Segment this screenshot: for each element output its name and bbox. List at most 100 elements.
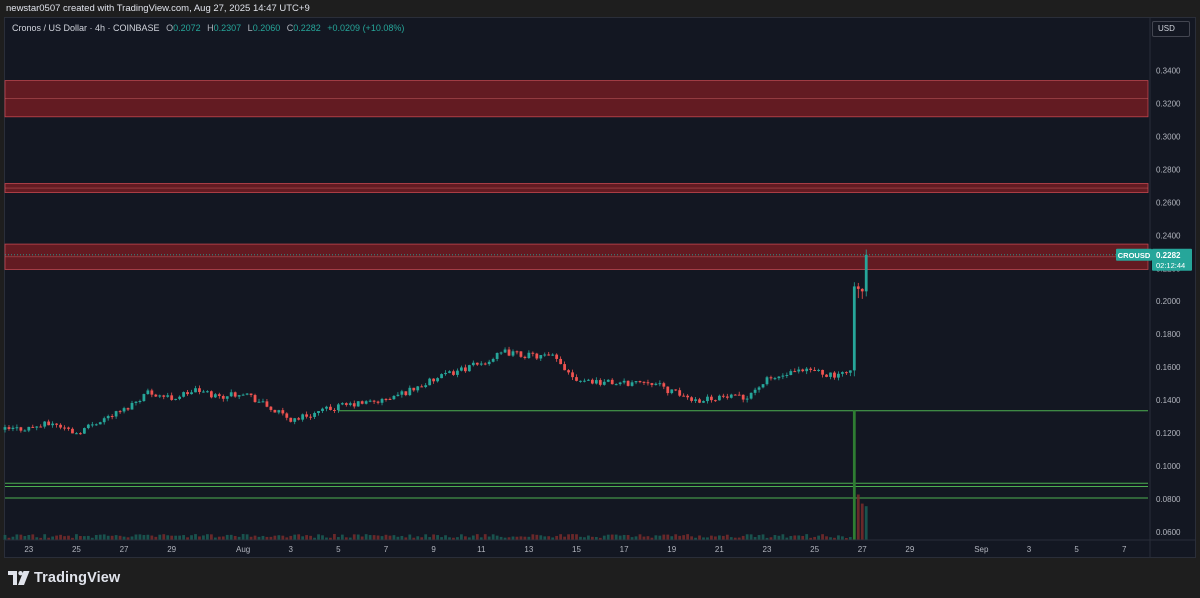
volume-bar [146, 534, 150, 540]
volume-bar [174, 535, 178, 540]
x-tick-label: 23 [763, 545, 772, 554]
volume-bar [388, 535, 392, 540]
candle-body [749, 392, 753, 399]
tradingview-logo-text: TradingView [34, 570, 121, 586]
volume-bar [420, 537, 424, 540]
candle-body [325, 406, 328, 409]
candle-body [67, 427, 70, 429]
candle-body [511, 351, 515, 356]
volume-bar [277, 535, 281, 540]
y-tick-label: 0.1200 [1156, 429, 1181, 438]
candle-body [452, 371, 455, 375]
volume-bar [714, 536, 717, 540]
volume-bar [317, 534, 320, 540]
candle-body [126, 408, 130, 410]
candle-body [805, 368, 809, 372]
volume-bar [257, 536, 261, 540]
candle-body [217, 394, 221, 396]
volume-bar [225, 534, 229, 540]
candle-body [519, 351, 523, 357]
volume-bar [467, 537, 471, 540]
volume-bar [452, 537, 455, 540]
volume-bar [777, 535, 781, 540]
candle-body [555, 354, 559, 359]
volume-bar [221, 536, 225, 540]
volume-bar [547, 536, 551, 540]
volume-bar [456, 537, 459, 540]
volume-bar [698, 535, 701, 540]
volume-bar [162, 534, 166, 540]
candle-body [289, 417, 293, 422]
volume-bar [571, 534, 574, 540]
legend-high-label: H [207, 23, 214, 33]
volume-bar [154, 536, 158, 540]
volume-bar [134, 534, 138, 540]
tradingview-logo[interactable]: TradingView [8, 568, 120, 588]
volume-bar [559, 534, 563, 540]
candle-body [698, 399, 701, 403]
candle-body [844, 372, 848, 374]
volume-bar [721, 535, 725, 540]
y-tick-label: 0.1600 [1156, 363, 1181, 372]
candle-body [146, 390, 150, 395]
candle-body [321, 408, 324, 412]
y-tick-label: 0.1000 [1156, 462, 1181, 471]
x-tick-label: 15 [572, 545, 581, 554]
symbol-tag-bg [1116, 248, 1152, 261]
volume-bar [31, 534, 35, 540]
candle-body [674, 389, 678, 391]
volume-bar [309, 535, 312, 540]
candle-body [813, 369, 817, 371]
volume-bar [729, 537, 733, 540]
volume-bar [392, 535, 396, 540]
candle-body [670, 389, 674, 394]
candle-body [75, 433, 78, 435]
x-tick-label: 3 [289, 545, 294, 554]
candle-body [90, 424, 94, 426]
candle-body [769, 377, 773, 379]
candle-body [487, 361, 491, 365]
candle-body [483, 363, 487, 365]
volume-bar [19, 534, 23, 540]
candle-body [821, 369, 824, 375]
candle-body [741, 394, 745, 400]
candle-body [257, 401, 261, 403]
volume-bar [94, 534, 98, 540]
candle-body [523, 356, 527, 358]
volume-bar [273, 535, 277, 540]
volume-bar [166, 535, 170, 540]
volume-bar [813, 536, 817, 540]
candle-body [198, 388, 201, 393]
candle-body [575, 377, 578, 381]
volume-bar [297, 534, 301, 540]
legend-close: 0.2282 [293, 23, 321, 33]
volume-bar [182, 535, 185, 540]
currency-button[interactable]: USD [1152, 21, 1190, 37]
candle-body [340, 403, 344, 405]
candle-body [348, 403, 352, 405]
volume-bar [245, 534, 249, 540]
x-tick-label: 29 [167, 545, 176, 554]
volume-bar [400, 535, 404, 540]
candle-body [265, 401, 269, 407]
volume-bar [130, 536, 134, 540]
volume-bar [658, 535, 662, 540]
candle-body [225, 396, 229, 399]
volume-bar [356, 534, 360, 540]
volume-bar [35, 537, 39, 540]
volume-bar [527, 536, 531, 540]
y-tick-label: 0.1800 [1156, 330, 1181, 339]
volume-bar [594, 536, 598, 540]
candle-body [241, 394, 245, 396]
candle-body [221, 395, 225, 399]
candle-body [35, 426, 39, 428]
volume-bar [682, 535, 686, 540]
candle-body [702, 401, 705, 403]
volume-bar [333, 534, 336, 540]
volume-bar [436, 535, 439, 540]
volume-bar [384, 534, 388, 540]
volume-bar [194, 534, 197, 540]
candle-body [273, 409, 277, 413]
volume-bar [610, 534, 614, 540]
